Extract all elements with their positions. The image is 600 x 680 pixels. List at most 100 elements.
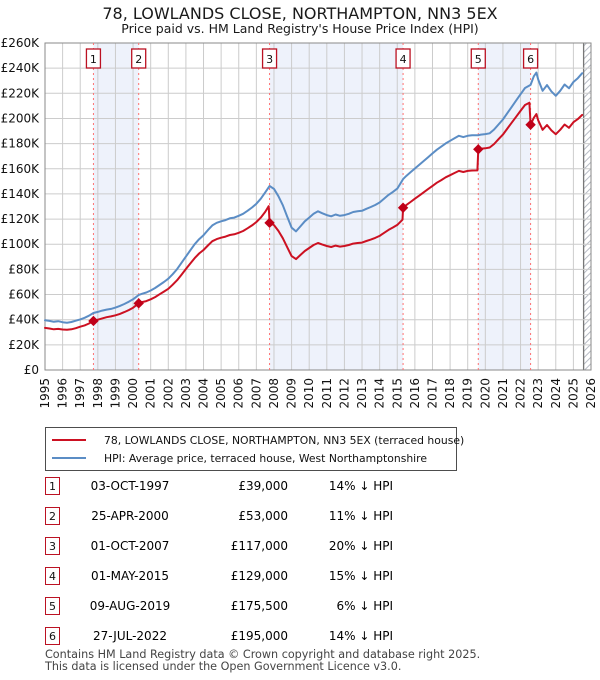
- sale-hpi-delta: 14% ↓ HPI: [328, 479, 393, 493]
- sale-number-box-4: [395, 48, 411, 69]
- svg-text:1997: 1997: [73, 378, 87, 409]
- svg-text:2025: 2025: [566, 378, 580, 409]
- svg-text:1: 1: [90, 53, 97, 66]
- x-axis-labels: 1995 1996 1997 1998 1999 2000 2001 2002 2003 2004…: [38, 378, 598, 409]
- sale-number-boxes: 1 2 3 4 5 6: [85, 48, 539, 69]
- legend-row-hpi: HPI: Average price, terraced house, West…: [52, 449, 454, 467]
- chart-legend: 78, LOWLANDS CLOSE, NORTHAMPTON, NN3 5EX…: [45, 427, 464, 471]
- legend-label-property: 78, LOWLANDS CLOSE, NORTHAMPTON, NN3 5EX…: [104, 433, 465, 447]
- svg-text:£260K: £260K: [1, 36, 41, 50]
- sales-table: 1 03-OCT-1997 £39,000 14% ↓ HPI 2 25-APR-2000…: [40, 471, 470, 651]
- svg-text:£200K: £200K: [1, 111, 41, 125]
- svg-text:2015: 2015: [390, 378, 404, 409]
- svg-text:2010: 2010: [302, 378, 316, 409]
- svg-text:£220K: £220K: [1, 86, 41, 100]
- svg-text:2005: 2005: [214, 378, 228, 409]
- svg-text:2014: 2014: [373, 378, 387, 409]
- svg-text:2024: 2024: [549, 378, 563, 409]
- sale-marker-5: [473, 144, 484, 155]
- svg-text:2000: 2000: [126, 378, 140, 409]
- sale-marker-3: [264, 217, 275, 229]
- license-footer: Contains HM Land Registry data © Crown c…: [45, 649, 480, 672]
- sale-price: £53,000: [238, 509, 288, 523]
- hpi-line-swatch: [52, 457, 86, 459]
- sale-table-row-2: 2 25-APR-2000 £53,000 11% ↓ HPI: [40, 501, 470, 531]
- svg-text:£80K: £80K: [8, 262, 40, 276]
- svg-text:2020: 2020: [478, 378, 492, 409]
- sale-hpi-delta: 14% ↓ HPI: [328, 629, 393, 643]
- property-line-swatch: [52, 439, 86, 441]
- sale-date: 09-AUG-2019: [89, 599, 171, 613]
- sale-price: £195,000: [230, 629, 288, 643]
- svg-text:5: 5: [475, 53, 482, 66]
- svg-text:2018: 2018: [443, 378, 457, 409]
- svg-text:2003: 2003: [179, 378, 193, 409]
- svg-text:3: 3: [266, 53, 273, 66]
- sale-markers: [88, 119, 536, 327]
- svg-text:£180K: £180K: [1, 137, 41, 151]
- svg-text:2012: 2012: [337, 378, 351, 409]
- sale-hpi-delta: 15% ↓ HPI: [328, 569, 393, 583]
- future-hatch-region: [582, 42, 592, 371]
- price-chart: 1 2 3 4 5 6£0£20K£40K£60K£80K£100K£120K£140K£…: [1, 36, 598, 409]
- svg-text:2008: 2008: [267, 378, 281, 409]
- svg-text:1995: 1995: [38, 378, 52, 409]
- chart-subtitle: Price paid vs. HM Land Registry's House …: [121, 21, 479, 36]
- sale-date: 27-JUL-2022: [93, 629, 167, 643]
- sale-price: £129,000: [230, 569, 288, 583]
- legend-label-hpi: HPI: Average price, terraced house, West…: [104, 451, 428, 465]
- svg-text:2009: 2009: [285, 378, 299, 409]
- sale-marker-6: [525, 119, 536, 130]
- sale-number-badge: 4: [45, 567, 60, 585]
- sale-number-badge: 6: [45, 627, 60, 645]
- svg-text:2017: 2017: [425, 378, 439, 409]
- plot-border: [44, 42, 592, 371]
- license-line-2: This data is licensed under the Open Gov…: [45, 659, 402, 673]
- ownership-bands: [93, 43, 531, 370]
- sale-date: 25-APR-2000: [91, 509, 169, 523]
- sale-marker-2: [133, 298, 144, 309]
- svg-text:1998: 1998: [91, 378, 105, 409]
- svg-text:2019: 2019: [461, 378, 475, 409]
- sale-date: 01-OCT-2007: [90, 539, 170, 553]
- sale-number-box-6: [522, 48, 539, 69]
- svg-text:£140K: £140K: [1, 187, 41, 201]
- sale-table-row-5: 5 09-AUG-2019 £175,500 6% ↓ HPI: [40, 591, 470, 621]
- svg-text:£100K: £100K: [1, 237, 41, 251]
- sale-number-box-5: [470, 48, 486, 69]
- sale-marker-1: [88, 315, 99, 327]
- legend-row-property: 78, LOWLANDS CLOSE, NORTHAMPTON, NN3 5EX…: [52, 431, 464, 449]
- svg-text:£60K: £60K: [8, 288, 40, 302]
- sale-number-box-1: [85, 48, 102, 69]
- svg-text:2011: 2011: [320, 378, 334, 409]
- svg-text:2026: 2026: [584, 378, 598, 409]
- sale-table-row-3: 3 01-OCT-2007 £117,000 20% ↓ HPI: [40, 531, 470, 561]
- sale-number-badge: 5: [45, 597, 60, 615]
- sale-hpi-delta: 6% ↓ HPI: [336, 599, 393, 613]
- svg-text:2: 2: [135, 53, 142, 66]
- svg-text:2006: 2006: [232, 378, 246, 409]
- sale-hpi-delta: 11% ↓ HPI: [328, 509, 393, 523]
- sale-marker-4: [397, 202, 409, 213]
- svg-text:2007: 2007: [249, 378, 263, 409]
- sale-hpi-delta: 20% ↓ HPI: [328, 539, 393, 553]
- sale-date: 03-OCT-1997: [90, 479, 170, 493]
- sale-number-badge: 2: [45, 507, 60, 525]
- svg-text:2022: 2022: [514, 378, 528, 409]
- svg-text:£240K: £240K: [1, 61, 41, 75]
- y-axis-labels: £0 £20K £40K £60K £80K £100K £120K £140K £160K £1…: [1, 36, 41, 377]
- sale-price: £39,000: [238, 479, 288, 493]
- sale-table-row-1: 1 03-OCT-1997 £39,000 14% ↓ HPI: [40, 471, 470, 501]
- svg-text:2002: 2002: [161, 378, 175, 409]
- chart-title: 78, LOWLANDS CLOSE, NORTHAMPTON, NN3 5EX: [102, 4, 498, 23]
- svg-text:£0: £0: [24, 363, 39, 377]
- svg-text:2013: 2013: [355, 378, 369, 409]
- hpi-line: [44, 71, 584, 324]
- sale-price: £117,000: [230, 539, 288, 553]
- svg-text:£20K: £20K: [8, 338, 40, 352]
- svg-text:4: 4: [400, 53, 407, 66]
- sale-number-box-3: [261, 48, 278, 69]
- svg-text:2021: 2021: [496, 378, 510, 409]
- sale-number-box-2: [131, 48, 147, 69]
